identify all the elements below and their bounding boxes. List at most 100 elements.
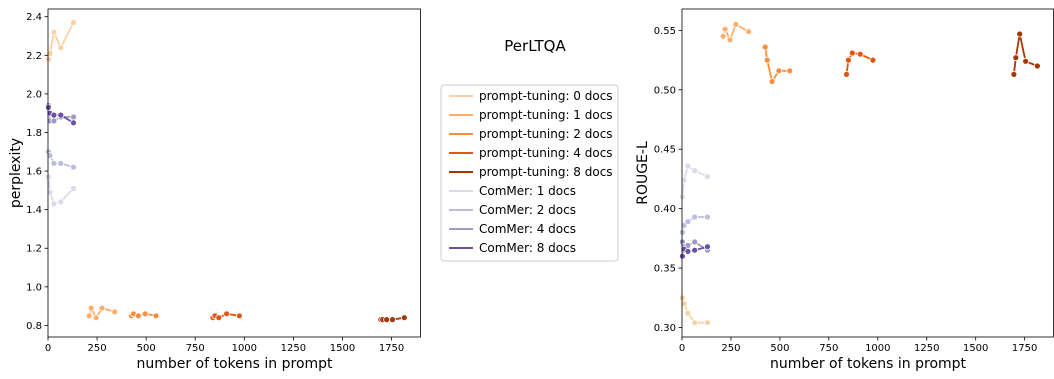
- data-point: [51, 118, 57, 124]
- data-point: [692, 247, 698, 253]
- y-tick-label: 0.50: [654, 85, 676, 96]
- legend-label: ComMer: 4 docs: [479, 222, 576, 236]
- data-point: [1017, 31, 1023, 37]
- data-point: [679, 253, 685, 259]
- y-tick-label: 1.6: [26, 167, 42, 178]
- data-point: [692, 168, 698, 174]
- series-3: [762, 44, 793, 85]
- data-point: [88, 305, 94, 311]
- data-point: [769, 79, 775, 85]
- data-point: [51, 201, 57, 207]
- x-tick-label: 1750: [1012, 343, 1037, 354]
- data-point: [71, 185, 77, 191]
- data-point: [1034, 63, 1040, 69]
- data-point: [692, 214, 698, 220]
- series-7: [45, 149, 76, 170]
- x-tick-label: 250: [88, 343, 107, 354]
- y-tick-label: 0.40: [654, 204, 676, 215]
- data-point: [51, 29, 57, 35]
- legend-label: prompt-tuning: 1 docs: [479, 108, 613, 122]
- x-axis-label: number of tokens in prompt: [136, 356, 333, 372]
- data-point: [776, 68, 782, 74]
- x-tick-label: 1750: [379, 343, 404, 354]
- legend-label: ComMer: 1 docs: [479, 184, 576, 198]
- y-tick-label: 0.8: [26, 321, 42, 332]
- x-tick-label: 0: [679, 343, 685, 354]
- legend-label: prompt-tuning: 0 docs: [479, 89, 613, 103]
- legend: prompt-tuning: 0 docs prompt-tuning: 1 do…: [441, 85, 618, 261]
- data-point: [142, 311, 148, 317]
- data-point: [99, 305, 105, 311]
- data-point: [845, 57, 851, 63]
- data-point: [733, 21, 739, 27]
- data-point: [112, 309, 118, 315]
- x-axis-label: number of tokens in prompt: [770, 356, 967, 372]
- data-point: [685, 163, 691, 169]
- x-tick-label: 1000: [865, 343, 890, 354]
- data-point: [401, 315, 407, 321]
- y-tick-label: 0.55: [654, 26, 676, 37]
- data-point: [58, 199, 64, 205]
- series-3: [128, 311, 159, 319]
- data-point: [390, 317, 396, 323]
- x-tick-label: 1250: [914, 343, 939, 354]
- data-point: [722, 26, 728, 32]
- data-point: [679, 229, 685, 235]
- y-tick-label: 1.0: [26, 282, 42, 293]
- data-point: [746, 29, 752, 35]
- data-point: [86, 313, 92, 319]
- series-line: [1014, 34, 1038, 74]
- series-5: [378, 315, 408, 323]
- perplexity-chart: 0 250 500 750 1000 1250 1500 17500.81.01.21.41.…: [8, 9, 421, 372]
- data-point: [58, 112, 64, 118]
- data-point: [71, 114, 77, 120]
- data-point: [685, 219, 691, 225]
- x-tick-label: 500: [770, 343, 789, 354]
- series-line: [765, 47, 790, 82]
- x-tick-label: 500: [137, 343, 156, 354]
- data-point: [1011, 71, 1017, 77]
- data-point: [762, 44, 768, 50]
- y-tick-label: 0.30: [654, 323, 676, 334]
- data-point: [764, 57, 770, 63]
- series-6: [679, 163, 710, 200]
- data-point: [692, 320, 698, 326]
- rouge-chart: 0 250 500 750 1000 1250 1500 1750 0.30 0.35 0.40 0.…: [635, 9, 1054, 372]
- data-point: [685, 310, 691, 316]
- legend-label: prompt-tuning: 4 docs: [479, 146, 613, 160]
- data-point: [705, 174, 711, 180]
- series-6: [45, 174, 76, 207]
- data-point: [93, 315, 99, 321]
- data-point: [384, 317, 390, 323]
- y-tick-label: 0.45: [654, 145, 676, 156]
- y-tick-label: 2.4: [26, 12, 42, 23]
- series-5: [1011, 31, 1041, 77]
- data-point: [844, 71, 850, 77]
- data-point: [849, 50, 855, 56]
- x-tick-label: 1500: [330, 343, 355, 354]
- y-tick-label: 2.2: [26, 51, 42, 62]
- x-tick-label: 1250: [281, 343, 306, 354]
- legend-label: ComMer: 2 docs: [479, 203, 576, 217]
- series-2: [86, 305, 118, 321]
- y-tick-label: 1.8: [26, 128, 42, 139]
- data-point: [224, 311, 230, 317]
- y-axis-label: perplexity: [8, 138, 24, 208]
- series-1: [679, 295, 710, 326]
- data-point: [857, 51, 863, 57]
- series-2: [720, 21, 752, 43]
- x-tick-label: 750: [186, 343, 205, 354]
- data-point: [236, 313, 242, 319]
- data-point: [58, 160, 64, 166]
- series-1: [45, 20, 76, 63]
- data-point: [685, 248, 691, 254]
- plot-frame: [48, 9, 421, 337]
- data-point: [692, 239, 698, 245]
- data-point: [58, 45, 64, 51]
- data-point: [153, 313, 159, 319]
- data-point: [705, 244, 711, 250]
- data-point: [1023, 58, 1029, 64]
- data-point: [135, 313, 141, 319]
- data-point: [71, 120, 77, 126]
